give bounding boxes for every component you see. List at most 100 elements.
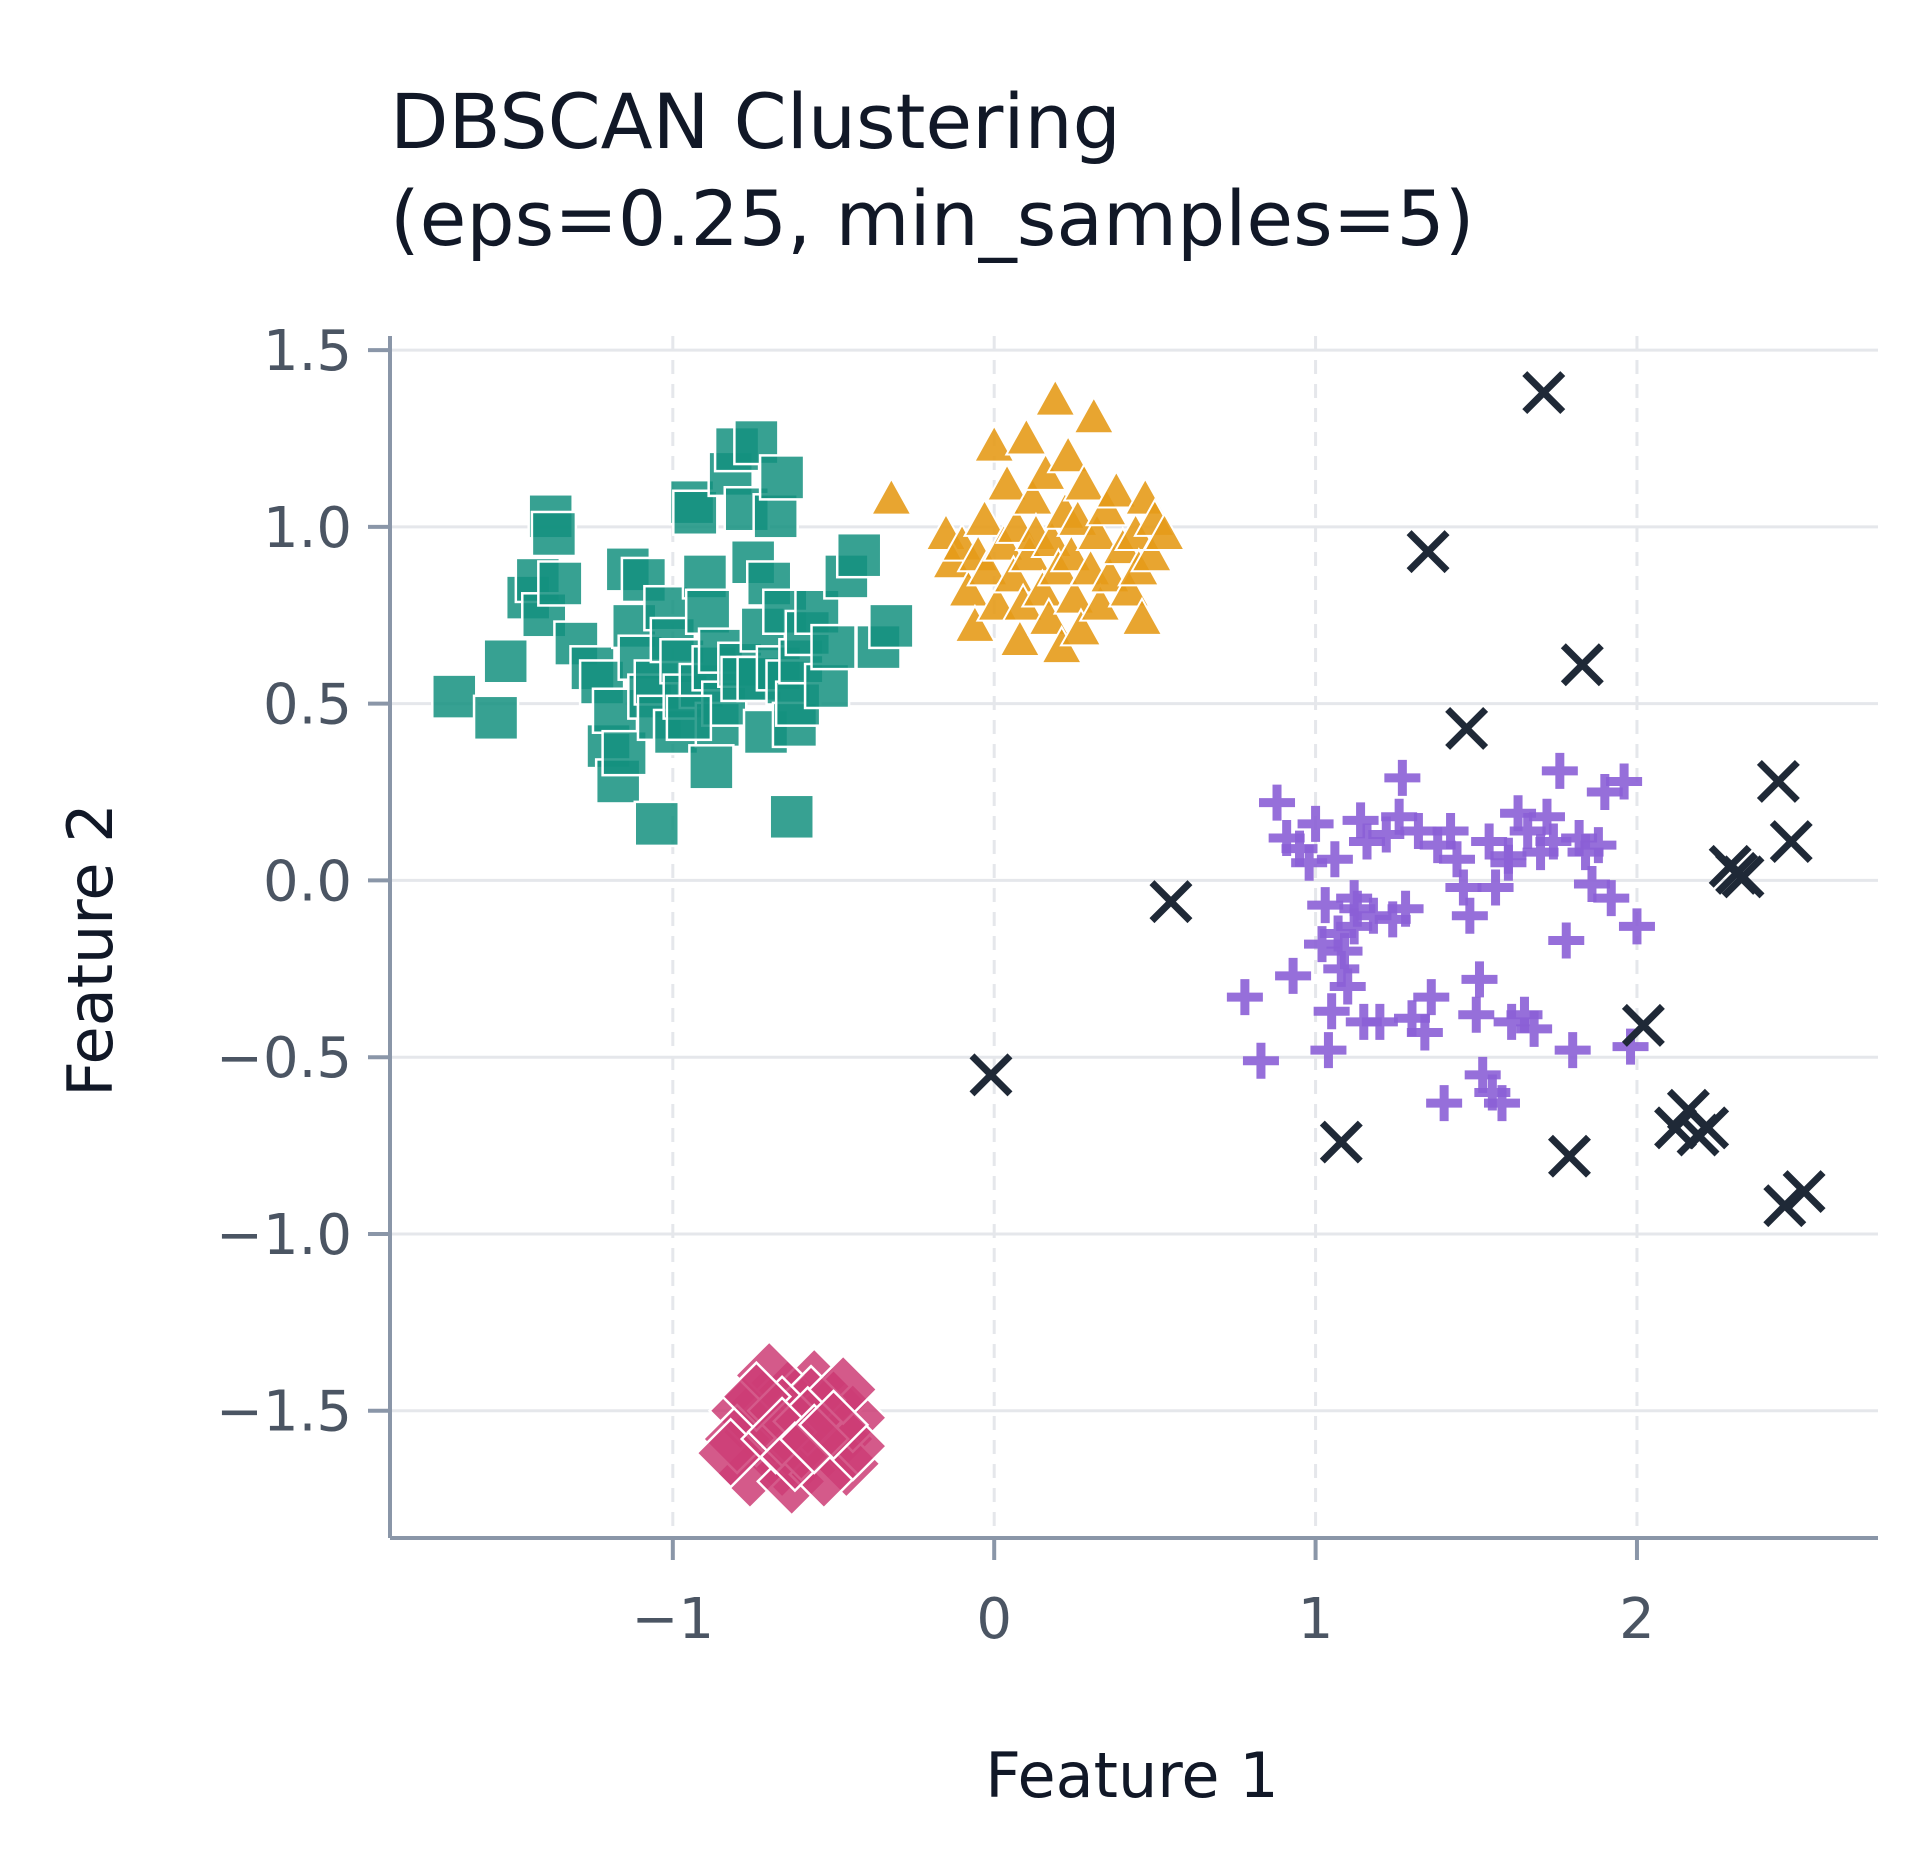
data-point [1580, 827, 1617, 864]
data-point [1606, 763, 1643, 800]
series-4 [969, 371, 1826, 1228]
data-point [946, 568, 991, 608]
data-point [1142, 511, 1187, 551]
x-tick-label: 1 [1298, 1587, 1334, 1652]
data-point [803, 662, 851, 710]
data-point [768, 793, 815, 841]
y-tick-label: 1.0 [263, 496, 352, 561]
data-point [1011, 476, 1055, 516]
x-tick-label: −1 [632, 1587, 715, 1652]
data-point [1313, 993, 1350, 1030]
data-point [1400, 812, 1437, 849]
x-tick-label: 0 [976, 1587, 1012, 1652]
data-point [1490, 844, 1527, 881]
data-point [1560, 643, 1604, 687]
y-tick-label: −1.0 [216, 1203, 352, 1268]
data-point [1361, 1003, 1398, 1040]
data-point [684, 588, 732, 636]
series-3 [1226, 752, 1655, 1122]
data-point [1075, 511, 1119, 551]
y-axis-label: Feature 2 [54, 803, 127, 1096]
data-point [1033, 377, 1077, 417]
data-point [1522, 371, 1566, 415]
data-point [482, 637, 529, 685]
data-point [758, 454, 806, 501]
data-point [1438, 841, 1475, 878]
data-point [1226, 979, 1263, 1016]
data-point [1319, 1120, 1363, 1164]
data-point [1548, 922, 1585, 959]
data-point [1094, 469, 1139, 509]
data-point [868, 602, 915, 650]
data-point [1426, 1085, 1463, 1122]
data-point [1329, 968, 1366, 1005]
data-point [1458, 996, 1495, 1033]
data-point [1384, 759, 1421, 796]
data-point [1516, 1010, 1553, 1047]
series-diamond [694, 1339, 889, 1518]
data-point [962, 497, 1007, 537]
data-point [1316, 841, 1353, 878]
data-point [1782, 1170, 1826, 1214]
data-point [1381, 798, 1418, 835]
data-point [1541, 752, 1578, 789]
data-point [1621, 1003, 1665, 1047]
data-point [1326, 933, 1363, 970]
data-point [1062, 462, 1106, 502]
data-point [1020, 568, 1065, 608]
data-point [1307, 887, 1344, 924]
data-point [1593, 880, 1630, 917]
data-point [1342, 802, 1379, 839]
data-point [1586, 774, 1623, 811]
data-point [431, 673, 478, 720]
y-tick-label: −0.5 [216, 1026, 352, 1091]
data-point [1275, 957, 1312, 994]
data-point [1297, 805, 1334, 842]
data-point [1107, 568, 1151, 608]
data-point [1769, 820, 1813, 864]
data-point [1763, 1184, 1807, 1228]
data-point [1528, 798, 1565, 835]
data-point [1461, 961, 1498, 998]
data-point [1129, 533, 1174, 573]
data-point [1483, 1085, 1520, 1122]
data-point [1259, 784, 1296, 821]
data-point [1721, 855, 1765, 899]
y-tick-label: 0.5 [263, 673, 352, 738]
data-point [1547, 1134, 1591, 1178]
data-point [969, 1053, 1013, 1097]
data-point [985, 462, 1029, 502]
data-point [1349, 823, 1385, 860]
data-point [1120, 596, 1164, 636]
data-point [1554, 1032, 1591, 1069]
data-point [1059, 607, 1103, 647]
data-point [1445, 869, 1482, 906]
series-2 [869, 377, 1187, 665]
data-point [835, 531, 883, 579]
data-point [953, 603, 997, 643]
axes: −1.5 −1.0 −0.5 0.0 0.5 1.0 1.5 −1 0 1 2 [216, 319, 1878, 1652]
data-point [1004, 416, 1049, 456]
data-point [1406, 1014, 1443, 1051]
data-point [1618, 908, 1655, 945]
data-point [1432, 812, 1469, 849]
data-point [1336, 908, 1373, 945]
chart-title-line-2: (eps=0.25, min_samples=5) [390, 174, 1474, 263]
data-point [1046, 434, 1090, 474]
series-1 [431, 418, 915, 848]
data-point [530, 510, 578, 558]
data-point [688, 744, 735, 791]
y-tick-label: −1.5 [216, 1380, 352, 1445]
data-point [752, 493, 799, 540]
data-point [1406, 530, 1450, 574]
data-point [1072, 395, 1116, 435]
data-point [672, 489, 719, 537]
data-point [1310, 1032, 1347, 1069]
y-tick-label: 1.5 [263, 319, 352, 384]
data-point [1049, 533, 1094, 573]
data-point [972, 423, 1016, 463]
data-point [1756, 759, 1800, 803]
data-point [1509, 812, 1546, 849]
data-point [1242, 1042, 1279, 1079]
